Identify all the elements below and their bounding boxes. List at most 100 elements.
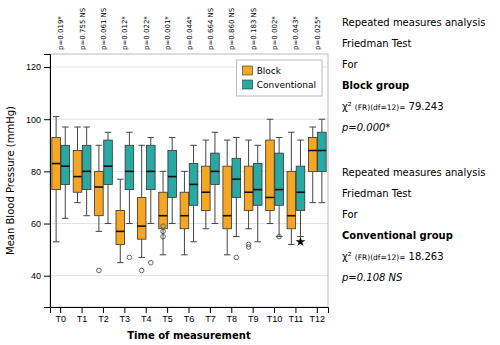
whisker-upper bbox=[300, 140, 301, 166]
whisker-lower bbox=[108, 184, 109, 223]
whisker-upper bbox=[129, 132, 130, 145]
legend-swatch bbox=[243, 80, 253, 89]
whisker-cap-upper bbox=[96, 145, 103, 146]
x-tick-mark bbox=[274, 307, 275, 313]
series-boxes bbox=[52, 117, 317, 273]
whisker-cap-upper bbox=[169, 137, 176, 138]
box-body bbox=[189, 164, 198, 206]
p-label: p=0.860 NS bbox=[228, 7, 236, 50]
whisker-lower bbox=[98, 216, 99, 232]
x-tick-mark bbox=[295, 307, 296, 313]
outlier bbox=[139, 268, 144, 273]
y-tick: 40 bbox=[31, 271, 50, 281]
panel-text: p=0.000* bbox=[341, 122, 390, 133]
median bbox=[232, 178, 241, 180]
whisker-lower bbox=[65, 184, 66, 218]
x-tick: T0 bbox=[55, 307, 66, 324]
box-body bbox=[61, 145, 70, 184]
y-tick-label: 40 bbox=[31, 271, 41, 281]
box-body bbox=[232, 158, 241, 197]
box bbox=[275, 137, 284, 238]
box-body bbox=[308, 137, 317, 171]
box-body bbox=[95, 171, 104, 215]
outlier bbox=[277, 234, 282, 239]
box-body bbox=[244, 166, 253, 210]
whisker-upper bbox=[227, 140, 228, 166]
x-tick: T8 bbox=[227, 307, 238, 324]
whisker-upper bbox=[86, 127, 87, 145]
box-body bbox=[287, 171, 296, 228]
median bbox=[116, 231, 125, 233]
whisker-lower bbox=[300, 210, 301, 236]
p-label: p=0.043* bbox=[292, 16, 300, 50]
whisker-lower bbox=[269, 210, 270, 223]
plot: 406080100120T0T1T2T3T4T5T6T7T8T9T10T11T1… bbox=[26, 7, 329, 324]
x-tick-mark bbox=[103, 307, 104, 313]
y-tick-label: 100 bbox=[26, 115, 41, 125]
median bbox=[104, 165, 113, 167]
median bbox=[125, 171, 134, 173]
whisker-upper bbox=[257, 145, 258, 163]
p-label: p=0.019* bbox=[57, 16, 65, 50]
whisker-cap-upper bbox=[212, 132, 219, 133]
median bbox=[180, 215, 189, 217]
x-tick: T4 bbox=[141, 307, 152, 324]
whisker-lower bbox=[257, 205, 258, 242]
box-body bbox=[253, 164, 262, 206]
whisker-upper bbox=[321, 119, 322, 132]
whisker-lower bbox=[236, 197, 237, 236]
outlier bbox=[246, 245, 251, 250]
median bbox=[137, 225, 146, 227]
x-tick-label: T7 bbox=[205, 314, 216, 324]
box bbox=[308, 127, 317, 203]
whisker-lower bbox=[163, 229, 164, 255]
panel-text: Repeated measures analysis bbox=[342, 17, 485, 28]
whisker-upper bbox=[236, 137, 237, 158]
whisker-lower bbox=[86, 190, 87, 216]
x-tick-label: T2 bbox=[98, 314, 109, 324]
x-tick: T2 bbox=[98, 307, 109, 324]
y-axis-title: Mean Blood Pressure (mmHg) bbox=[5, 106, 16, 255]
box-body bbox=[147, 145, 156, 189]
whisker-cap-upper bbox=[190, 145, 197, 146]
panel-text: (FR)(df=12)= bbox=[355, 253, 406, 262]
whisker-cap-upper bbox=[74, 127, 81, 128]
whisker-cap-lower bbox=[190, 241, 197, 242]
whisker-lower bbox=[193, 205, 194, 242]
whisker-cap-lower bbox=[53, 241, 60, 242]
box bbox=[104, 132, 113, 223]
x-tick-label: T5 bbox=[162, 314, 173, 324]
x-tick-label: T12 bbox=[310, 314, 326, 324]
whisker-lower bbox=[279, 205, 280, 236]
whisker-cap-lower bbox=[319, 202, 326, 203]
whisker-cap-lower bbox=[96, 231, 103, 232]
median bbox=[52, 163, 61, 165]
panel-text: Conventional group bbox=[342, 230, 453, 241]
median bbox=[95, 186, 104, 188]
whisker-cap-upper bbox=[62, 127, 69, 128]
x-tick-mark bbox=[82, 307, 83, 313]
median bbox=[73, 176, 82, 178]
whisker-lower bbox=[150, 190, 151, 224]
whisker-upper bbox=[108, 132, 109, 140]
median bbox=[244, 191, 253, 193]
median bbox=[82, 171, 91, 173]
whisker-upper bbox=[214, 132, 215, 153]
whisker-lower bbox=[141, 239, 142, 257]
p-label: p=0.001* bbox=[164, 16, 172, 50]
panel-text: Friedman Test bbox=[342, 188, 412, 199]
box bbox=[52, 117, 61, 242]
side-panels: Repeated measures analysis Friedman Test F… bbox=[341, 17, 485, 283]
whisker-cap-lower bbox=[288, 244, 295, 245]
marks bbox=[52, 117, 326, 273]
whisker-cap-upper bbox=[276, 137, 283, 138]
x-tick-mark bbox=[60, 307, 61, 313]
y-tick-mark bbox=[44, 171, 50, 172]
box bbox=[202, 140, 211, 229]
whisker-cap-lower bbox=[117, 262, 124, 263]
whisker-cap-upper bbox=[203, 140, 210, 141]
panel-text: For bbox=[342, 59, 359, 70]
legend-label: Conventional bbox=[257, 80, 316, 90]
whisker-cap-upper bbox=[148, 137, 155, 138]
whisker-cap-upper bbox=[181, 171, 188, 172]
